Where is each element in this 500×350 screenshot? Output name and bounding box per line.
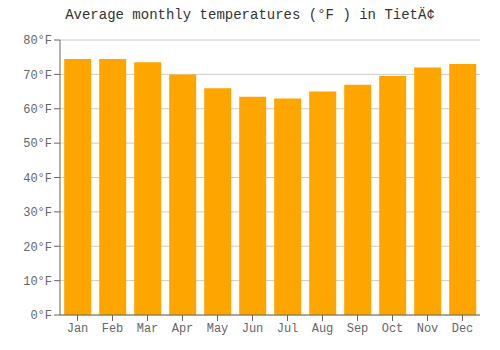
svg-text:10°F: 10°F bbox=[23, 275, 52, 289]
svg-text:Apr: Apr bbox=[172, 322, 194, 336]
svg-text:Dec: Dec bbox=[452, 322, 474, 336]
svg-text:70°F: 70°F bbox=[23, 69, 52, 83]
svg-text:Jan: Jan bbox=[67, 322, 89, 336]
svg-text:Mar: Mar bbox=[137, 322, 159, 336]
svg-text:50°F: 50°F bbox=[23, 137, 52, 151]
svg-text:60°F: 60°F bbox=[23, 103, 52, 117]
svg-text:Feb: Feb bbox=[102, 322, 124, 336]
html-text:Average monthly temperatures (: Average monthly temperatures (°F ) in Ti… bbox=[65, 7, 435, 23]
svg-text:May: May bbox=[207, 322, 229, 336]
svg-text:Jul: Jul bbox=[277, 322, 299, 336]
svg-text:20°F: 20°F bbox=[23, 241, 52, 255]
svg-text:0°F: 0°F bbox=[30, 309, 52, 323]
svg-text:Jun: Jun bbox=[242, 322, 264, 336]
svg-text:30°F: 30°F bbox=[23, 206, 52, 220]
svg-text:80°F: 80°F bbox=[23, 34, 52, 48]
svg-text:Nov: Nov bbox=[417, 322, 439, 336]
svg-text:Sep: Sep bbox=[347, 322, 369, 336]
svg-text:Oct: Oct bbox=[382, 322, 404, 336]
svg-text:40°F: 40°F bbox=[23, 172, 52, 186]
svg-text:Aug: Aug bbox=[312, 322, 334, 336]
